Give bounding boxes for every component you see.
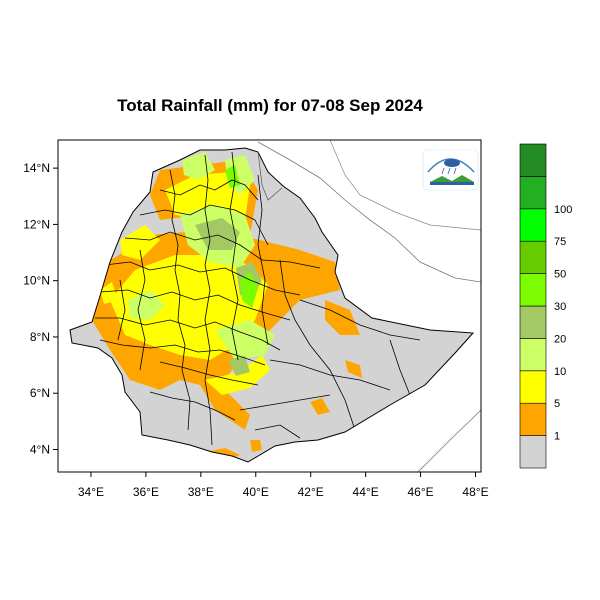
lat-tick-label: 10°N: [23, 274, 50, 288]
legend-label: 5: [554, 398, 560, 410]
legend-label: 1: [554, 431, 560, 443]
legend-label: 30: [554, 301, 566, 313]
lat-tick-label: 8°N: [30, 330, 50, 344]
country-outline: [69, 147, 475, 463]
legend-label: 75: [554, 236, 566, 248]
lon-tick-label: 46°E: [407, 485, 433, 499]
latitude-axis: 14°N 12°N 10°N 8°N 6°N 4°N: [23, 161, 58, 456]
neighbour-borders: [257, 140, 481, 472]
rainfall-field: [70, 148, 473, 462]
legend-label: 10: [554, 366, 566, 378]
legend-swatch: [519, 402, 547, 436]
legend-swatch: [519, 435, 547, 469]
lat-tick-label: 12°N: [23, 217, 50, 231]
lat-tick-label: 14°N: [23, 161, 50, 175]
lon-tick-label: 42°E: [298, 485, 324, 499]
legend-swatch: [519, 176, 547, 210]
lat-tick-label: 6°N: [30, 386, 50, 400]
lon-tick-label: 40°E: [243, 485, 269, 499]
admin-boundaries: [95, 151, 421, 446]
lon-tick-label: 38°E: [188, 485, 214, 499]
legend-swatch: [519, 143, 547, 177]
page-title: Total Rainfall (mm) for 07-08 Sep 2024: [117, 96, 423, 115]
lon-tick-label: 48°E: [462, 485, 488, 499]
lon-tick-label: 36°E: [133, 485, 159, 499]
eritrea-border: [257, 151, 283, 201]
legend-label: 50: [554, 269, 566, 281]
legend-label: 20: [554, 333, 566, 345]
lat-tick-label: 4°N: [30, 442, 50, 456]
lon-tick-label: 34°E: [78, 485, 104, 499]
colorbar-legend: 1 5 10 20 30 50 75 100: [519, 143, 572, 469]
legend-swatch: [519, 370, 547, 404]
legend-swatch: [519, 338, 547, 372]
agency-logo: [422, 149, 479, 191]
legend-swatch: [519, 240, 547, 274]
map-frame: [57, 139, 482, 473]
legend-swatch: [519, 273, 547, 307]
longitude-axis: 34°E 36°E 38°E 40°E 42°E 44°E 46°E 48°E: [78, 472, 489, 499]
legend-swatch: [519, 305, 547, 339]
legend-label: 100: [554, 204, 572, 216]
legend-swatch: [519, 208, 547, 242]
lon-tick-label: 44°E: [353, 485, 379, 499]
